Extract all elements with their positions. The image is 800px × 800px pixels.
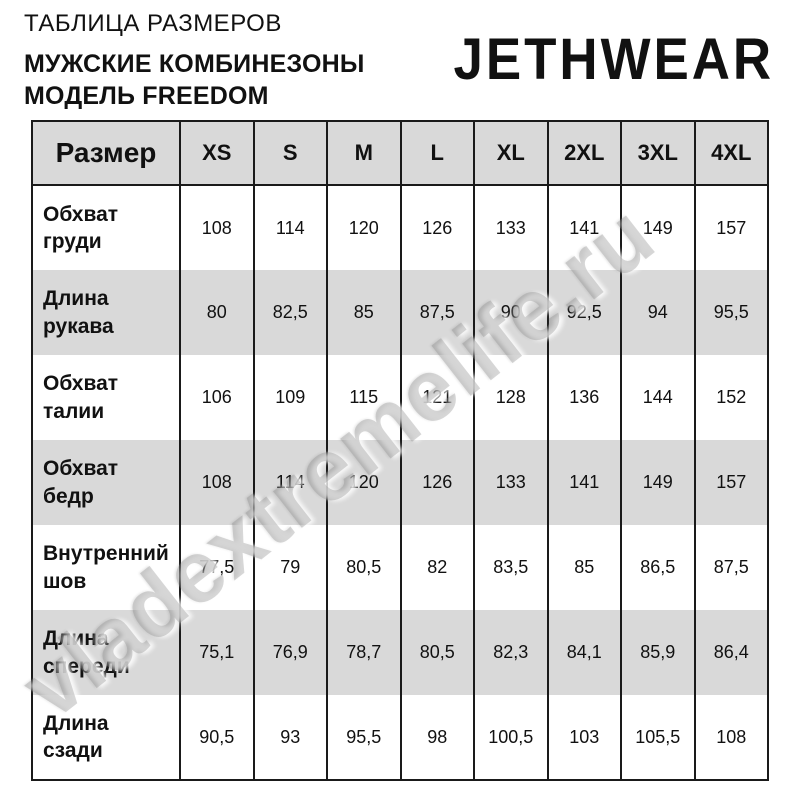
cell-value: 82: [399, 525, 475, 610]
table-row-back-length: Длина сзади 90,5 93 95,5 98 100,5 103 10…: [31, 695, 769, 780]
page-subtitle-line2: МОДЕЛЬ FREEDOM: [24, 82, 269, 110]
row-label-sleeve: Длина рукава: [31, 270, 181, 355]
row-label-chest: Обхват груди: [31, 185, 181, 270]
table-row-sleeve: Длина рукава 80 82,5 85 87,5 90 92,5 94 …: [31, 270, 769, 355]
cell-value: 85: [326, 270, 402, 355]
cell-value: 80,5: [399, 610, 475, 695]
brand-logo: JETHWEAR: [453, 27, 774, 92]
size-table: Размер XS S M L XL 2XL 3XL 4XL Обхват гр…: [31, 120, 769, 781]
column-header-size: Размер: [31, 121, 181, 186]
title-block: ТАБЛИЦА РАЗМЕРОВ МУЖСКИЕ КОМБИНЕЗОНЫ МОД…: [24, 10, 365, 112]
cell-value: 128: [473, 355, 549, 440]
cell-value: 108: [179, 440, 255, 525]
table-row-chest: Обхват груди 108 114 120 126 133 141 149…: [31, 185, 769, 270]
cell-value: 82,3: [473, 610, 549, 695]
cell-value: 103: [546, 695, 622, 780]
row-label-waist: Обхват талии: [31, 355, 181, 440]
cell-value: 94: [620, 270, 696, 355]
cell-value: 157: [693, 440, 769, 525]
cell-value: 120: [326, 440, 402, 525]
cell-value: 100,5: [473, 695, 549, 780]
cell-value: 114: [252, 440, 328, 525]
cell-value: 82,5: [252, 270, 328, 355]
cell-value: 87,5: [693, 525, 769, 610]
cell-value: 133: [473, 440, 549, 525]
column-header-3xl: 3XL: [620, 121, 696, 186]
cell-value: 92,5: [546, 270, 622, 355]
cell-value: 108: [179, 185, 255, 270]
cell-value: 86,4: [693, 610, 769, 695]
cell-value: 87,5: [399, 270, 475, 355]
cell-value: 84,1: [546, 610, 622, 695]
cell-value: 85: [546, 525, 622, 610]
cell-value: 126: [399, 185, 475, 270]
page-subtitle-line1: МУЖСКИЕ КОМБИНЕЗОНЫ: [24, 50, 365, 78]
cell-value: 90,5: [179, 695, 255, 780]
row-label-front-length: Длина спереди: [31, 610, 181, 695]
cell-value: 149: [620, 185, 696, 270]
cell-value: 77,5: [179, 525, 255, 610]
cell-value: 120: [326, 185, 402, 270]
column-header-4xl: 4XL: [693, 121, 769, 186]
cell-value: 109: [252, 355, 328, 440]
row-label-hips: Обхват бедр: [31, 440, 181, 525]
cell-value: 121: [399, 355, 475, 440]
column-header-s: S: [252, 121, 328, 186]
cell-value: 114: [252, 185, 328, 270]
cell-value: 98: [399, 695, 475, 780]
cell-value: 105,5: [620, 695, 696, 780]
cell-value: 85,9: [620, 610, 696, 695]
cell-value: 76,9: [252, 610, 328, 695]
cell-value: 115: [326, 355, 402, 440]
cell-value: 126: [399, 440, 475, 525]
cell-value: 133: [473, 185, 549, 270]
table-row-front-length: Длина спереди 75,1 76,9 78,7 80,5 82,3 8…: [31, 610, 769, 695]
cell-value: 95,5: [326, 695, 402, 780]
cell-value: 106: [179, 355, 255, 440]
cell-value: 78,7: [326, 610, 402, 695]
cell-value: 83,5: [473, 525, 549, 610]
cell-value: 75,1: [179, 610, 255, 695]
cell-value: 136: [546, 355, 622, 440]
cell-value: 79: [252, 525, 328, 610]
cell-value: 152: [693, 355, 769, 440]
column-header-xs: XS: [179, 121, 255, 186]
table-row-inseam: Внутренний шов 77,5 79 80,5 82 83,5 85 8…: [31, 525, 769, 610]
cell-value: 90: [473, 270, 549, 355]
cell-value: 93: [252, 695, 328, 780]
column-header-l: L: [399, 121, 475, 186]
cell-value: 149: [620, 440, 696, 525]
cell-value: 86,5: [620, 525, 696, 610]
column-header-2xl: 2XL: [546, 121, 622, 186]
column-header-xl: XL: [473, 121, 549, 186]
cell-value: 144: [620, 355, 696, 440]
table-row-waist: Обхват талии 106 109 115 121 128 136 144…: [31, 355, 769, 440]
cell-value: 141: [546, 440, 622, 525]
row-label-inseam: Внутренний шов: [31, 525, 181, 610]
cell-value: 80: [179, 270, 255, 355]
table-header-row: Размер XS S M L XL 2XL 3XL 4XL: [31, 121, 769, 186]
cell-value: 80,5: [326, 525, 402, 610]
cell-value: 95,5: [693, 270, 769, 355]
cell-value: 141: [546, 185, 622, 270]
cell-value: 108: [693, 695, 769, 780]
header-section: ТАБЛИЦА РАЗМЕРОВ МУЖСКИЕ КОМБИНЕЗОНЫ МОД…: [0, 0, 800, 116]
page-title: ТАБЛИЦА РАЗМЕРОВ: [24, 10, 282, 37]
column-header-m: M: [326, 121, 402, 186]
row-label-back-length: Длина сзади: [31, 695, 181, 780]
table-row-hips: Обхват бедр 108 114 120 126 133 141 149 …: [31, 440, 769, 525]
cell-value: 157: [693, 185, 769, 270]
